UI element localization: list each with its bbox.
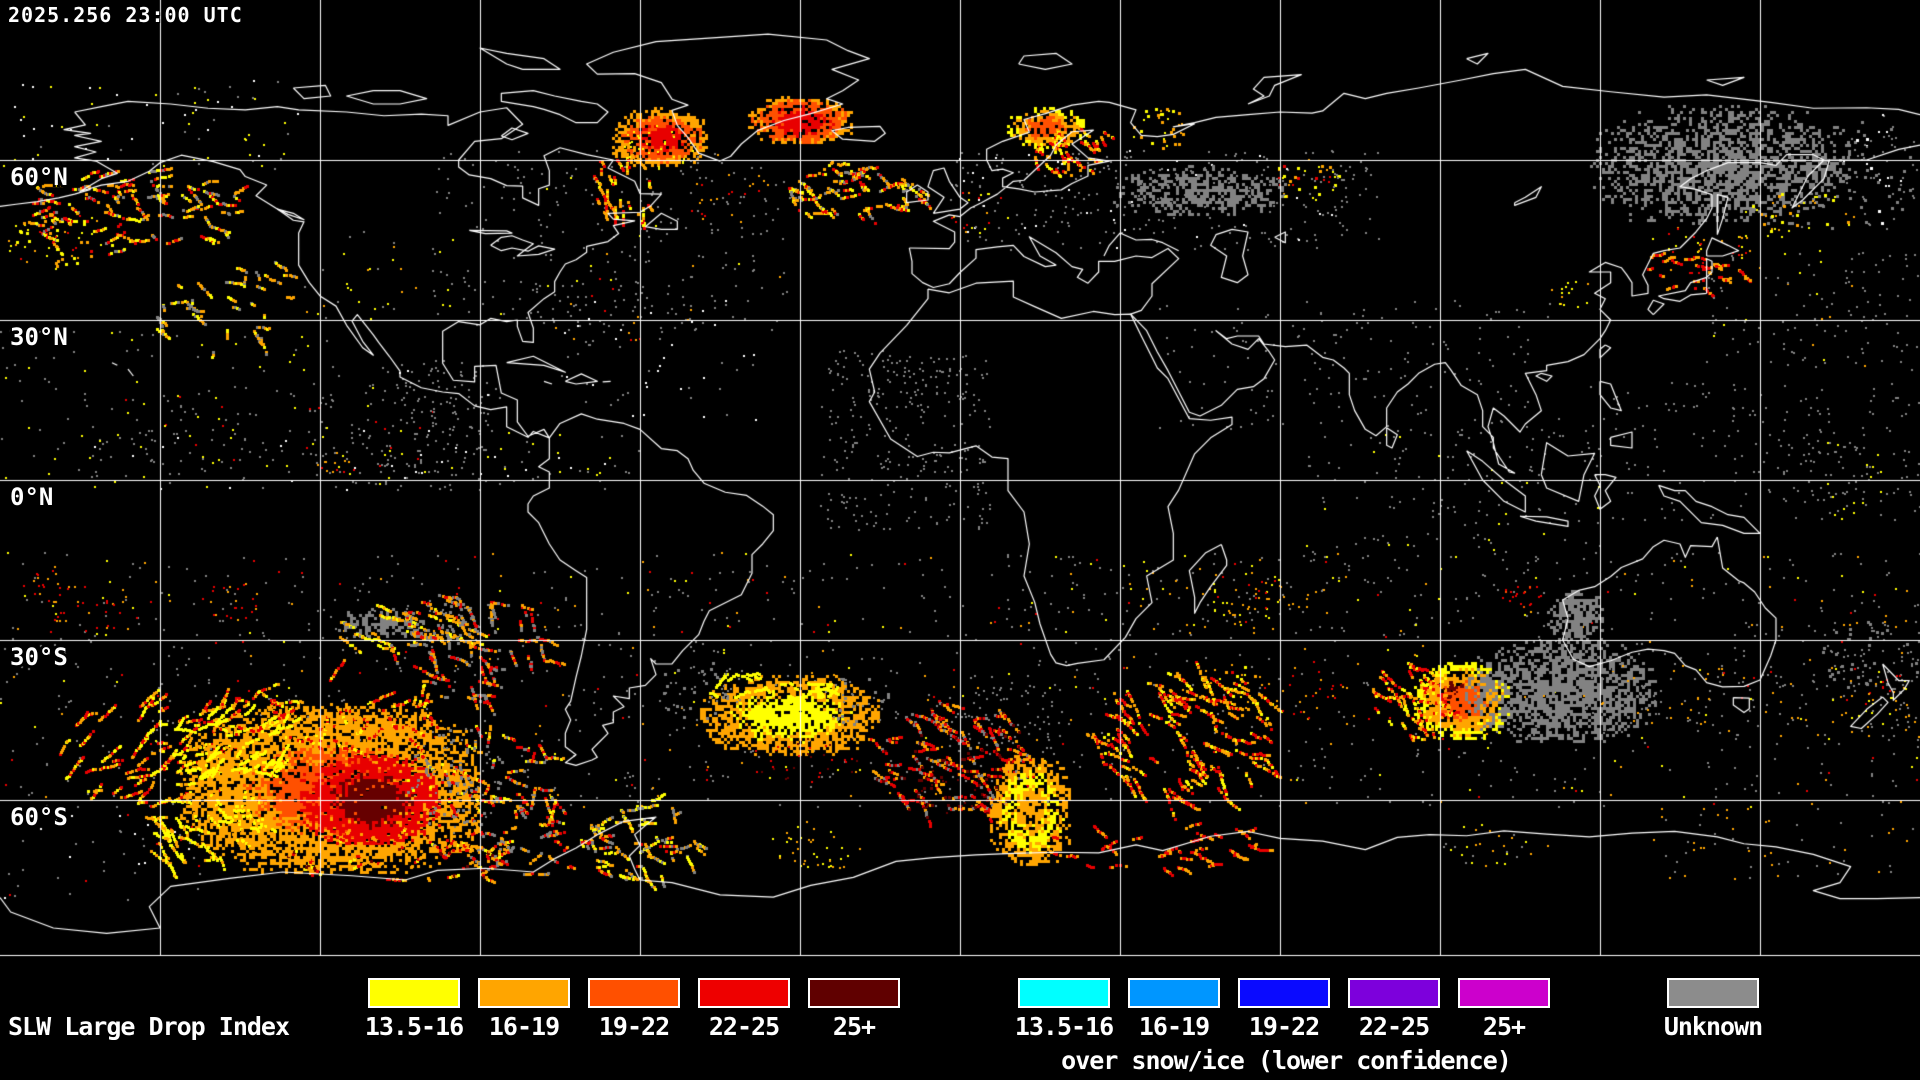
legend-swatch-snow-4: [1348, 978, 1440, 1008]
legend-swatch-snow-2: [1128, 978, 1220, 1008]
legend-title-slw: SLW Large Drop Index: [8, 1012, 290, 1041]
legend-label-slw-5: 25+: [832, 1012, 876, 1041]
legend-swatch-slw-4: [698, 978, 790, 1008]
legend-swatch-snow-3: [1238, 978, 1330, 1008]
world-map-canvas: [0, 0, 1920, 958]
lat-label-30s: 30°S: [10, 643, 68, 671]
legend-swatch-slw-2: [478, 978, 570, 1008]
lat-label-0n: 0°N: [10, 483, 54, 511]
legend-label-slw-4: 22-25: [708, 1012, 780, 1041]
lat-label-60s: 60°S: [10, 803, 68, 831]
legend-label-snow-1: 13.5-16: [1014, 1012, 1114, 1041]
legend-swatch-unknown: [1667, 978, 1759, 1008]
legend-swatch-slw-3: [588, 978, 680, 1008]
legend-caption-snow-ice: over snow/ice (lower confidence): [1061, 1046, 1512, 1075]
legend-swatch-snow-1: [1018, 978, 1110, 1008]
lat-label-60n: 60°N: [10, 163, 68, 191]
legend-label-snow-4: 22-25: [1358, 1012, 1430, 1041]
legend-label-snow-2: 16-19: [1138, 1012, 1210, 1041]
legend-label-snow-3: 19-22: [1248, 1012, 1320, 1041]
legend-label-unknown: Unknown: [1663, 1012, 1763, 1041]
timestamp: 2025.256 23:00 UTC: [8, 3, 243, 27]
legend-swatch-slw-1: [368, 978, 460, 1008]
legend-label-slw-2: 16-19: [488, 1012, 560, 1041]
lat-label-30n: 30°N: [10, 323, 68, 351]
legend-swatch-snow-5: [1458, 978, 1550, 1008]
legend-label-snow-5: 25+: [1482, 1012, 1526, 1041]
legend-label-slw-1: 13.5-16: [364, 1012, 464, 1041]
legend-swatch-slw-5: [808, 978, 900, 1008]
legend-label-slw-3: 19-22: [598, 1012, 670, 1041]
